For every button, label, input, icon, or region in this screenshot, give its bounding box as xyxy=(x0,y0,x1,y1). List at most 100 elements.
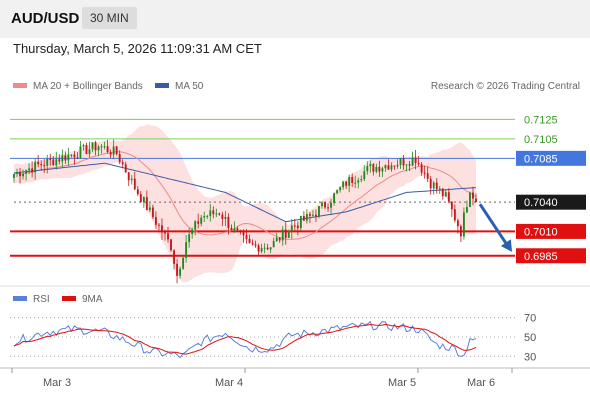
candle-body xyxy=(357,180,360,183)
candle-body xyxy=(411,157,414,166)
legend-rsi-label: RSI xyxy=(33,294,50,305)
forecast-arrow-shaft xyxy=(478,203,509,246)
level-tag-0.6985 xyxy=(516,248,586,264)
level-label-0.7105: 0.7105 xyxy=(524,134,558,146)
candle-body xyxy=(372,164,375,172)
candle-body xyxy=(366,166,369,172)
candle-body xyxy=(64,155,67,161)
candle-body xyxy=(290,225,293,231)
research-credit: Research © 2026 Trading Central xyxy=(431,81,580,92)
top-bar: AUD/USD 30 MIN xyxy=(0,0,590,38)
candle-body xyxy=(266,247,269,250)
candle-body xyxy=(67,154,70,161)
rsi-tick-30: 30 xyxy=(524,351,536,363)
x-tick-label: Mar 3 xyxy=(43,377,71,389)
candle-body xyxy=(103,146,106,148)
candle-body xyxy=(426,173,429,179)
candle-body xyxy=(396,164,399,167)
candle-body xyxy=(179,268,182,276)
candle-body xyxy=(429,178,432,189)
candle-body xyxy=(106,146,109,153)
candle-body xyxy=(203,216,206,218)
level-label-0.7010: 0.7010 xyxy=(524,226,558,238)
candle-body xyxy=(94,142,97,151)
legend-ma20-swatch xyxy=(13,83,27,88)
candle-body xyxy=(324,202,326,208)
candle-body xyxy=(318,206,320,217)
candle-body xyxy=(164,232,166,234)
candle-body xyxy=(224,216,227,219)
candle-body xyxy=(221,214,224,219)
rsi-tick-50: 50 xyxy=(524,332,536,344)
candle-body xyxy=(118,154,121,163)
candle-body xyxy=(293,225,296,227)
candle-body xyxy=(188,234,191,243)
candle-body xyxy=(25,170,28,174)
legend-ma50-swatch xyxy=(155,83,169,88)
candle-body xyxy=(28,168,31,171)
candle-body xyxy=(387,165,390,170)
candle-body xyxy=(206,215,209,217)
candle-body xyxy=(408,164,411,166)
candle-body xyxy=(194,221,197,230)
candle-body xyxy=(321,202,323,207)
candle-body xyxy=(435,182,438,190)
level-label-0.7125: 0.7125 xyxy=(524,114,558,126)
candle-body xyxy=(284,229,287,238)
candle-body xyxy=(263,247,266,249)
candle-body xyxy=(348,177,351,186)
candle-body xyxy=(130,178,133,181)
candle-body xyxy=(333,193,336,203)
candle-body xyxy=(97,146,100,151)
legend-ma50-label: MA 50 xyxy=(175,81,204,92)
bollinger-bands xyxy=(14,124,476,283)
candle-body xyxy=(363,171,366,180)
candle-body xyxy=(393,165,396,167)
candle-body xyxy=(34,161,37,173)
candle-body xyxy=(351,177,354,183)
candle-body xyxy=(127,172,130,181)
candle-body xyxy=(399,158,402,165)
forecast-arrow-head xyxy=(500,239,512,252)
candle-body xyxy=(281,229,284,241)
candle-body xyxy=(462,212,465,237)
bollinger-band-area xyxy=(14,124,476,283)
candle-body xyxy=(312,214,314,216)
candle-body xyxy=(269,247,272,250)
timeframe-button[interactable]: 30 MIN xyxy=(82,7,137,29)
candle-body xyxy=(245,235,248,239)
level-label-0.7040: 0.7040 xyxy=(524,197,558,209)
candle-body xyxy=(447,192,450,202)
candle-body xyxy=(414,157,417,164)
candle-body xyxy=(432,182,435,189)
candle-body xyxy=(218,213,221,215)
candle-body xyxy=(37,161,40,165)
candle-body xyxy=(339,187,342,191)
rsi-9ma-line xyxy=(13,323,477,355)
candle-body xyxy=(49,158,52,160)
candle-body xyxy=(384,165,387,169)
candlesticks xyxy=(13,139,477,284)
candle-body xyxy=(257,245,260,252)
candle-body xyxy=(173,250,175,264)
candle-body xyxy=(239,230,242,232)
candle-body xyxy=(121,162,124,165)
level-labels: 0.7125 0.7105 0.7085 0.7040 0.7010 0.6985 xyxy=(516,114,586,264)
candle-body xyxy=(233,228,236,231)
legend-9ma-label: 9MA xyxy=(82,294,103,305)
candle-body xyxy=(16,172,18,175)
candle-body xyxy=(61,155,64,162)
candle-body xyxy=(136,189,139,195)
candle-body xyxy=(167,233,169,240)
candle-body xyxy=(13,174,15,178)
candle-body xyxy=(58,159,61,162)
candle-body xyxy=(142,197,145,203)
candle-body xyxy=(315,214,317,217)
candle-body xyxy=(260,248,263,252)
candle-body xyxy=(82,145,85,147)
candle-body xyxy=(154,217,157,225)
level-tag-0.7010 xyxy=(516,223,586,239)
candle-body xyxy=(345,181,348,186)
rsi-panel: 70 50 30 xyxy=(10,313,536,363)
candle-body xyxy=(336,190,339,194)
